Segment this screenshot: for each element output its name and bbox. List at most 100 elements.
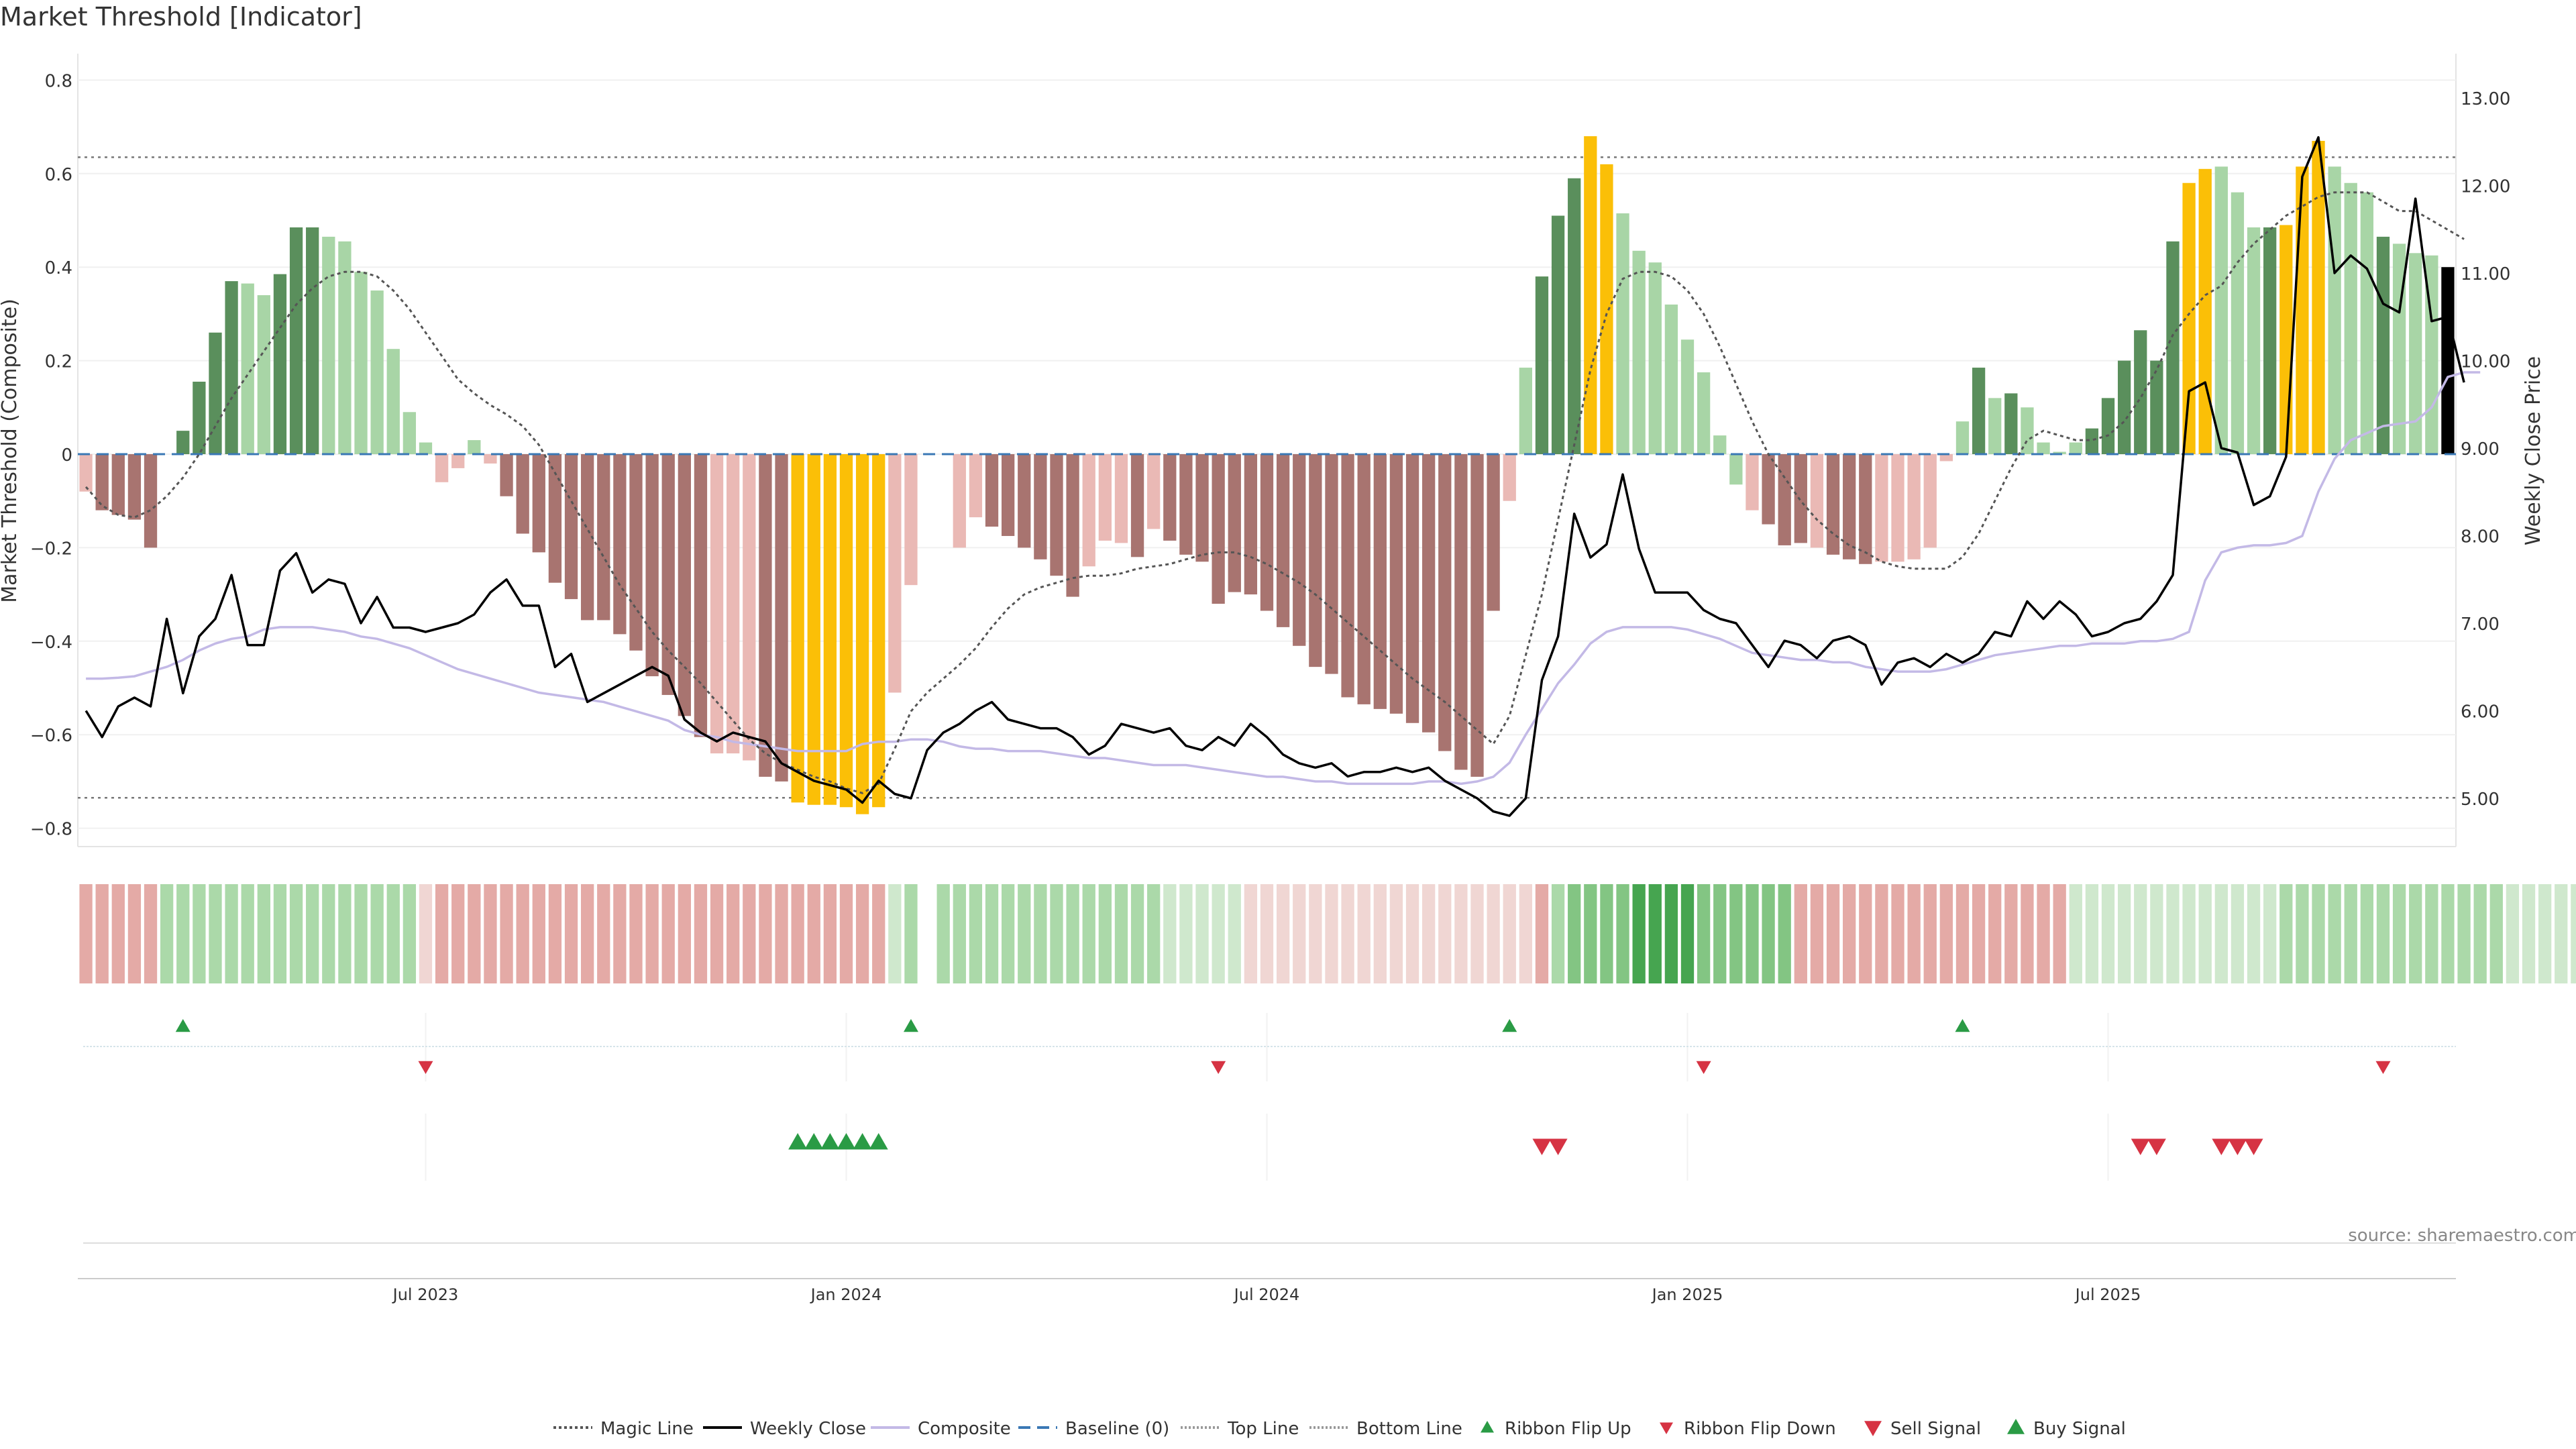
composite-bar	[1859, 454, 1872, 564]
sell-signal-marker	[2228, 1138, 2247, 1155]
composite-bar	[1179, 454, 1193, 555]
ribbon-cell	[1648, 884, 1662, 983]
right-tick-label: 12.00	[2461, 177, 2510, 197]
ribbon-cell	[1405, 884, 1419, 983]
ribbon-cell	[289, 884, 303, 983]
legend-label: Sell Signal	[1890, 1419, 1981, 1439]
composite-bar	[953, 454, 966, 548]
composite-bar	[127, 454, 142, 520]
ribbon-cell	[500, 884, 513, 983]
composite-bar	[79, 454, 93, 492]
ribbon-cell	[2571, 884, 2576, 983]
ribbon-cell	[144, 884, 158, 983]
composite-bar	[419, 442, 433, 454]
composite-bar	[969, 454, 983, 518]
composite-bar	[904, 454, 918, 586]
ribbon-cell	[1955, 884, 1970, 983]
ribbon-cell	[904, 884, 918, 983]
ribbon-cell	[2328, 884, 2341, 983]
composite-bar	[727, 454, 740, 754]
composite-bar	[289, 227, 303, 454]
ribbon-cell	[1260, 884, 1274, 983]
ribbon-cell	[484, 884, 497, 983]
ribbon-cell	[597, 884, 610, 983]
composite-bar	[1228, 454, 1241, 592]
ribbon-cell	[1907, 884, 1921, 983]
composite-bar	[1309, 454, 1322, 667]
weekly-close-line	[85, 136, 2465, 817]
ribbon-cell	[2555, 884, 2568, 983]
composite-bar	[1405, 454, 1419, 723]
ribbon-cell	[2538, 884, 2552, 983]
ribbon-cell	[694, 884, 708, 983]
composite-bar	[1746, 454, 1759, 511]
ribbon-cell	[1034, 884, 1047, 983]
composite-bar	[807, 454, 820, 805]
ribbon-cell	[2473, 884, 2487, 983]
ribbon-cell	[1244, 884, 1258, 983]
ribbon-cell	[759, 884, 772, 983]
ribbon-cell	[678, 884, 691, 983]
ribbon-cell	[1163, 884, 1177, 983]
ribbon-cell	[2214, 884, 2228, 983]
ribbon-cell	[435, 884, 449, 983]
ribbon-cell	[1487, 884, 1500, 983]
ribbon-cell	[1066, 884, 1079, 983]
ribbon-cell	[2004, 884, 2018, 983]
composite-bar	[2117, 360, 2131, 454]
composite-bar	[386, 349, 400, 454]
sell-signal-marker	[2212, 1138, 2231, 1155]
composite-bar	[548, 454, 562, 583]
ribbon-cell	[451, 884, 465, 983]
composite-bar	[1357, 454, 1371, 704]
ribbon-cell	[2376, 884, 2390, 983]
composite-bar	[1212, 454, 1225, 604]
composite-bar	[338, 241, 352, 454]
composite-bar	[1487, 454, 1500, 611]
composite-bar	[613, 454, 627, 635]
left-tick-label: −0.6	[30, 726, 72, 746]
ribbon-cell	[1114, 884, 1128, 983]
composite-bar	[2263, 227, 2277, 454]
ribbon-cell	[2522, 884, 2536, 983]
ribbon-cell	[95, 884, 109, 983]
ribbon-cell	[241, 884, 254, 983]
buy-signal-marker	[837, 1133, 856, 1150]
composite-bar	[661, 454, 675, 695]
ribbon-cell	[2409, 884, 2422, 983]
composite-bar	[1066, 454, 1079, 597]
composite-bar	[2441, 267, 2455, 454]
right-tick-label: 9.00	[2461, 439, 2500, 460]
ribbon-cell	[1503, 884, 1516, 983]
ribbon-cell	[1179, 884, 1193, 983]
composite-bar	[855, 454, 869, 814]
ribbon-cell	[1147, 884, 1161, 983]
ribbon-cell	[2166, 884, 2180, 983]
composite-bar	[985, 454, 999, 527]
ribbon-cell	[1988, 884, 2002, 983]
right-tick-label: 8.00	[2461, 527, 2500, 547]
ribbon-cell	[1228, 884, 1241, 983]
composite-bar	[678, 454, 691, 716]
composite-bar	[1002, 454, 1015, 536]
ribbon-cell	[1551, 884, 1565, 983]
ribbon-cell	[823, 884, 837, 983]
ribbon-cell	[2134, 884, 2147, 983]
ribbon-cell	[1212, 884, 1225, 983]
ribbon-cell	[661, 884, 675, 983]
legend-label: Baseline (0)	[1065, 1419, 1169, 1439]
source-label: source: sharemaestro.com	[2348, 1226, 2576, 1246]
ribbon-cell	[338, 884, 352, 983]
composite-bar	[1130, 454, 1144, 557]
ribbon-cell	[1519, 884, 1532, 983]
ribbon-cell	[807, 884, 820, 983]
composite-bar	[516, 454, 529, 534]
left-tick-label: −0.2	[30, 539, 72, 559]
ribbon-cell	[225, 884, 238, 983]
ribbon-cell	[1454, 884, 1468, 983]
x-tick-label: Jan 2024	[810, 1285, 882, 1304]
ribbon-cell	[2344, 884, 2357, 983]
composite-bar	[354, 272, 368, 454]
composite-bar	[2134, 330, 2147, 454]
composite-bar	[500, 454, 513, 496]
